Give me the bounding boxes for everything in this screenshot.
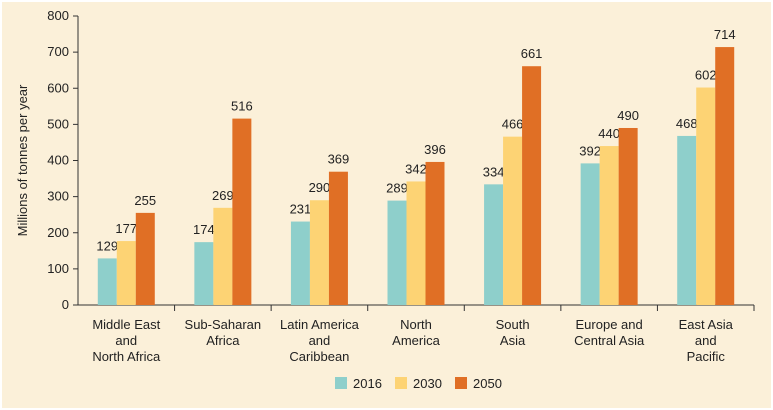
data-label: 661	[521, 46, 543, 61]
x-category-label: Central Asia	[574, 333, 645, 348]
data-label: 129	[96, 238, 118, 253]
data-label: 334	[483, 164, 505, 179]
x-category-label: and	[115, 333, 137, 348]
data-label: 392	[579, 143, 601, 158]
data-label: 396	[424, 142, 446, 157]
data-label: 255	[134, 193, 156, 208]
data-label: 177	[115, 221, 137, 236]
legend-label: 2030	[413, 376, 442, 391]
data-label: 466	[502, 117, 524, 132]
y-tick-label: 700	[47, 44, 69, 59]
bar-2016	[97, 258, 117, 305]
x-category-label: East Asia	[679, 317, 734, 332]
bar-2030	[696, 87, 716, 305]
data-label: 369	[328, 152, 350, 167]
legend-swatch	[335, 377, 347, 389]
bar-2030	[599, 146, 619, 305]
data-label: 231	[290, 202, 312, 217]
bar-2050	[135, 212, 155, 305]
bar-2016	[580, 163, 600, 305]
data-label: 174	[193, 222, 215, 237]
bar-2050	[425, 161, 445, 305]
legend-swatch	[455, 377, 467, 389]
data-label: 468	[676, 116, 698, 131]
y-tick-label: 200	[47, 225, 69, 240]
data-label: 602	[695, 68, 717, 83]
y-tick-label: 400	[47, 153, 69, 168]
x-category-label: Pacific	[687, 349, 726, 364]
y-tick-label: 100	[47, 261, 69, 276]
bar-2016	[194, 242, 214, 305]
x-category-label: Caribbean	[289, 349, 349, 364]
data-label: 714	[714, 27, 736, 42]
bar-2016	[677, 135, 697, 305]
bar-2050	[232, 118, 252, 305]
bar-2016	[387, 200, 407, 305]
legend-label: 2016	[353, 376, 382, 391]
bar-2050	[522, 66, 542, 306]
bar-2050	[715, 47, 735, 305]
bar-2030	[406, 181, 426, 305]
x-category-label: North	[400, 317, 432, 332]
bar-2050	[328, 171, 348, 305]
data-label: 269	[212, 188, 234, 203]
x-category-label: and	[309, 333, 331, 348]
legend-label: 2050	[473, 376, 502, 391]
bar-2030	[503, 136, 523, 305]
bar-2050	[618, 127, 638, 305]
bar-2030	[309, 200, 329, 305]
x-category-label: and	[695, 333, 717, 348]
bar-2030	[213, 207, 233, 305]
x-category-label: America	[392, 333, 440, 348]
y-tick-label: 600	[47, 80, 69, 95]
data-label: 342	[405, 161, 427, 176]
bar-2016	[290, 221, 310, 305]
x-category-label: Asia	[500, 333, 526, 348]
y-tick-label: 800	[47, 8, 69, 23]
data-label: 440	[598, 126, 620, 141]
bar-2030	[116, 241, 136, 305]
x-category-label: South	[496, 317, 530, 332]
legend-swatch	[395, 377, 407, 389]
x-category-label: North Africa	[92, 349, 161, 364]
data-label: 290	[309, 180, 331, 195]
x-category-label: Middle East	[92, 317, 160, 332]
y-tick-label: 0	[62, 297, 69, 312]
data-label: 516	[231, 99, 253, 114]
x-category-label: Europe and	[576, 317, 643, 332]
data-label: 490	[617, 108, 639, 123]
x-category-label: Africa	[206, 333, 240, 348]
x-category-label: Sub-Saharan	[185, 317, 262, 332]
y-tick-label: 300	[47, 189, 69, 204]
x-category-label: Latin America	[280, 317, 360, 332]
y-tick-label: 500	[47, 116, 69, 131]
y-axis-title: Millions of tonnes per year	[15, 84, 30, 236]
bar-2016	[484, 184, 504, 305]
data-label: 289	[386, 181, 408, 196]
